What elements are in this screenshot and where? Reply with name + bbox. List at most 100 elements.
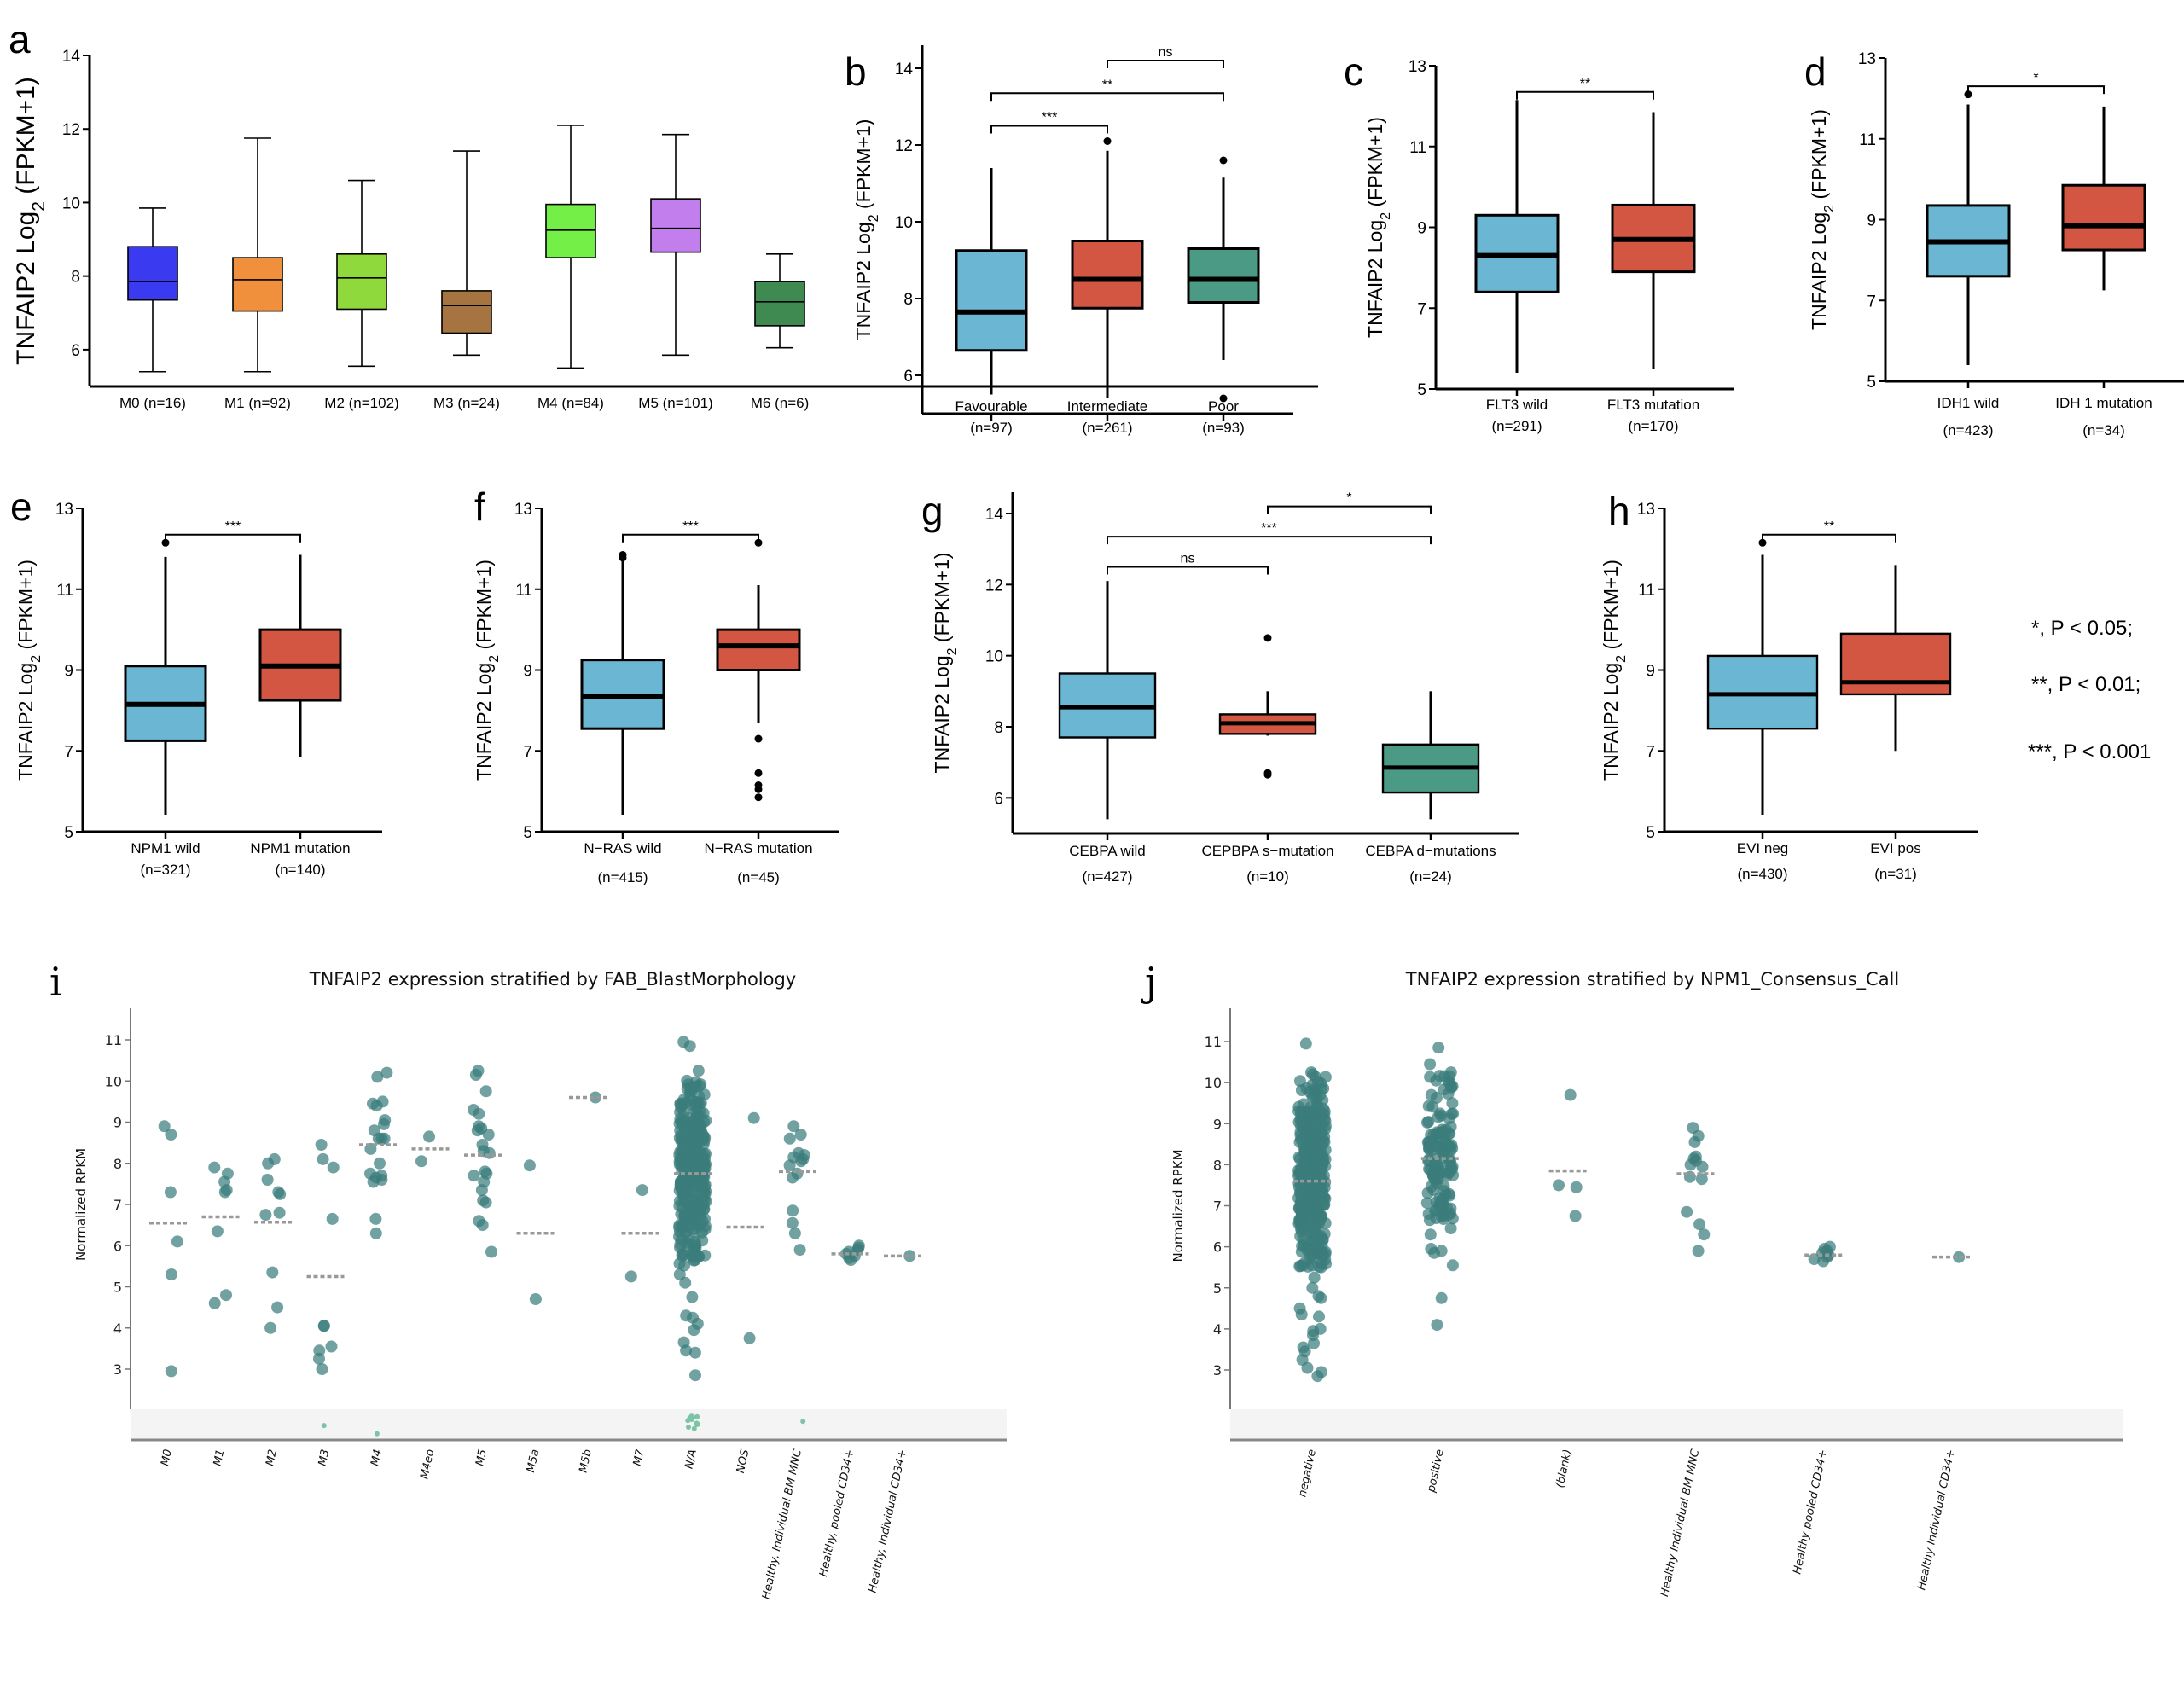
outlier-point [1219,394,1228,403]
category-label: (blank) [1554,1448,1574,1489]
y-tick-label: 7 [1867,293,1876,311]
y-tick-label: 12 [62,121,80,139]
y-tick-label: 11 [1205,1034,1222,1050]
category-group: M5b [569,1091,607,1474]
category-label: EVI neg [1737,840,1789,856]
below-range-point [321,1423,327,1429]
data-point [316,1363,328,1375]
data-point [1808,1253,1821,1266]
data-point [688,1346,701,1359]
data-point [315,1139,328,1151]
sample-size-label: (n=140) [275,862,325,878]
data-point [697,1203,710,1216]
data-point [1431,1158,1443,1170]
data-point [1424,1228,1437,1241]
data-point [1427,1183,1440,1196]
y-axis-label-main: TNFAIP2 Log [15,663,37,781]
data-point [1431,1126,1443,1139]
data-point [690,1096,703,1108]
category-label: IDH1 wild [1937,395,2000,411]
box-1: M1 (n=92) [224,137,291,411]
data-point [636,1184,648,1197]
y-axis-label-main: TNFAIP2 Log [1600,663,1622,781]
data-point [1313,1216,1326,1229]
category-label: Healthy, Individual CD34+ [867,1448,909,1594]
data-point [1426,1100,1439,1113]
data-point [1446,1097,1459,1110]
y-axis-label: TNFAIP2 Log2 (FPKM+1) [15,560,44,781]
data-point [1308,1337,1320,1349]
data-point [1298,1118,1310,1131]
data-point [208,1161,221,1174]
data-point [680,1344,693,1357]
category-label: CEBPA d−mutations [1365,843,1496,859]
panel-label-f: f [474,485,485,529]
data-point [1681,1205,1693,1218]
data-point [1301,1361,1314,1374]
y-tick-label: 8 [71,269,80,287]
data-point [795,1155,807,1168]
category-group: M5a [516,1159,555,1474]
y-tick-label: 5 [64,824,73,842]
outlier-point [754,793,763,802]
data-point [479,1196,492,1209]
bracket-line [1107,536,1432,545]
data-point [1316,1160,1328,1173]
below-range-band [131,1409,1007,1440]
significance-label: * [1346,491,1351,506]
y-axis-label-main: TNFAIP2 Log [12,212,40,365]
data-point [1446,1259,1459,1272]
sample-size-label: (n=430) [1737,866,1787,882]
outlier-point [1103,137,1112,145]
significance-legend: *, P < 0.05; **, P < 0.01; ***, P < 0.00… [2028,617,2151,763]
data-point [1438,1070,1451,1082]
box-iqr [336,252,387,311]
y-axis-label: TNFAIP2 Log2 (FPKM+1) [1364,117,1393,338]
box-2: Poor (n=93) [1187,156,1260,436]
data-point [1693,1218,1706,1231]
y-tick-label: 5 [523,824,532,842]
bracket-line [1967,85,2105,95]
panel-label-c: c [1344,49,1363,94]
data-point [1422,1116,1435,1129]
category-label: M1 (n=92) [224,395,291,411]
box-iqr [1839,632,1952,696]
chart-title: TNFAIP2 expression stratified by FAB_Bla… [309,969,796,990]
data-point [370,1100,383,1112]
category-label: NPM1 mutation [250,840,350,856]
y-tick-label: 9 [64,663,73,681]
data-point [1301,1242,1314,1255]
y-tick-label: 11 [1859,131,1876,149]
y-axis-label-main: TNFAIP2 Log [1808,212,1830,330]
bracket-line [990,125,1108,134]
data-point [313,1352,325,1365]
category-label: M0 [159,1448,175,1467]
y-axis-label-subscript: 2 [28,655,44,663]
panel-label-g: g [921,489,944,533]
category-label: FLT3 mutation [1607,397,1699,413]
data-point [1695,1173,1708,1186]
data-point [1300,1177,1313,1190]
data-point [529,1293,542,1305]
data-point [1446,1160,1459,1173]
chart-title: TNFAIP2 expression stratified by NPM1_Co… [1405,969,1899,990]
data-point [1445,1081,1458,1094]
category-label: M4 [369,1448,385,1467]
category-label: M7 [631,1448,648,1467]
data-point [367,1175,380,1188]
data-point [271,1301,284,1314]
data-point [327,1161,340,1174]
data-point [679,1276,692,1289]
sample-size-label: (n=170) [1628,418,1678,434]
data-point [165,1365,177,1378]
below-range-point [685,1418,691,1424]
y-tick-label: 5 [1417,381,1426,399]
data-point [688,1324,700,1337]
data-point [1444,1207,1457,1220]
data-point [1318,1199,1331,1210]
sample-size-label: (n=261) [1082,420,1132,436]
box-6: M6 (n=6) [751,252,809,411]
data-point [679,1122,692,1135]
y-tick-label: 12 [985,577,1003,595]
